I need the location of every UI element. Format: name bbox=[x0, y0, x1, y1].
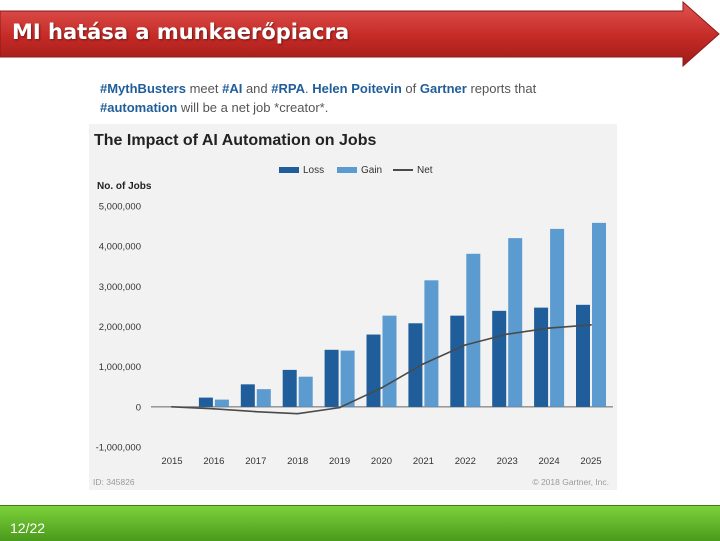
net-point bbox=[380, 387, 383, 389]
gain-bar bbox=[214, 399, 229, 407]
y-tick-label: -1,000,000 bbox=[96, 443, 141, 454]
banner-arrow-shape bbox=[0, 0, 720, 68]
y-tick-label: 5,000,000 bbox=[99, 202, 141, 213]
y-tick-label: 0 bbox=[136, 402, 141, 413]
gain-bar bbox=[424, 280, 439, 407]
y-axis-label: No. of Jobs bbox=[97, 181, 152, 192]
tweet-highlight: #automation bbox=[100, 100, 178, 115]
tweet-highlight: #AI bbox=[222, 81, 243, 96]
gain-bar bbox=[298, 376, 313, 407]
net-point bbox=[506, 333, 509, 336]
net-point bbox=[254, 410, 257, 413]
tweet-line-2: #automation will be a net job *creator*. bbox=[100, 98, 620, 117]
gain-bar bbox=[256, 389, 271, 407]
net-point bbox=[171, 405, 173, 408]
y-tick-label: 3,000,000 bbox=[99, 282, 141, 293]
tweet-text-segment: of bbox=[401, 81, 420, 96]
loss-bar bbox=[282, 369, 297, 407]
gain-bar bbox=[508, 238, 523, 407]
y-tick-label: 4,000,000 bbox=[99, 242, 141, 253]
legend-label: Net bbox=[417, 165, 433, 176]
net-point bbox=[296, 412, 299, 415]
x-tick-label: 2017 bbox=[245, 456, 266, 467]
net-point bbox=[422, 362, 425, 365]
loss-bar bbox=[576, 304, 590, 407]
loss-bar bbox=[450, 315, 465, 407]
loss-bar bbox=[492, 310, 507, 407]
gain-bar bbox=[592, 222, 606, 407]
tweet-highlight: Helen Poitevin bbox=[312, 81, 402, 96]
y-tick-label: 1,000,000 bbox=[99, 362, 141, 373]
tweet-text-segment: . bbox=[304, 81, 313, 96]
title-banner: MI hatása a munkaerőpiacra bbox=[0, 0, 720, 70]
chart-id-footnote: ID: 345826 bbox=[93, 477, 135, 487]
gain-bar bbox=[340, 350, 355, 407]
slide-title: MI hatása a munkaerőpiacra bbox=[12, 20, 350, 44]
x-tick-label: 2023 bbox=[497, 456, 518, 467]
chart-copyright-footnote: © 2018 Gartner, Inc. bbox=[532, 477, 609, 487]
x-tick-label: 2022 bbox=[455, 456, 476, 467]
legend-swatch-loss bbox=[279, 167, 299, 173]
tweet-text-segment: meet bbox=[185, 81, 223, 96]
loss-bar bbox=[198, 397, 213, 407]
x-tick-label: 2018 bbox=[287, 456, 308, 467]
net-point bbox=[338, 406, 341, 409]
y-tick-label: 2,000,000 bbox=[99, 322, 141, 333]
x-tick-label: 2019 bbox=[329, 456, 350, 467]
x-tick-label: 2025 bbox=[580, 456, 601, 467]
x-tick-label: 2015 bbox=[161, 456, 182, 467]
tweet-highlight: #RPA bbox=[271, 81, 305, 96]
chart-image: The Impact of AI Automation on Jobs No. … bbox=[89, 124, 617, 490]
loss-bar bbox=[534, 307, 549, 407]
legend-label: Gain bbox=[361, 165, 382, 176]
loss-bar bbox=[240, 384, 255, 407]
loss-bar bbox=[324, 349, 339, 407]
gain-bar bbox=[550, 228, 565, 407]
net-line bbox=[171, 324, 592, 415]
chart-title: The Impact of AI Automation on Jobs bbox=[94, 132, 377, 149]
net-point bbox=[464, 344, 467, 346]
tweet-text-segment: reports that bbox=[466, 81, 537, 96]
loss-bar bbox=[366, 334, 381, 407]
x-tick-label: 2024 bbox=[539, 456, 560, 467]
loss-bar bbox=[408, 323, 423, 407]
x-tick-label: 2016 bbox=[203, 456, 224, 467]
jobs-impact-chart: No. of Jobs 5,000,000 4,000,000 3,000,000 2,… bbox=[93, 165, 613, 487]
footer-bar: 12/22 bbox=[0, 505, 720, 541]
tweet-line-1: #MythBusters meet #AI and #RPA. Helen Po… bbox=[100, 79, 620, 98]
legend-swatch-gain bbox=[337, 167, 357, 173]
page-number: 12/22 bbox=[10, 520, 46, 536]
tweet-highlight: Gartner bbox=[419, 81, 467, 96]
tweet-text-segment: will be a net job *creator*. bbox=[177, 100, 329, 115]
tweet-text: #MythBusters meet #AI and #RPA. Helen Po… bbox=[100, 79, 620, 117]
x-tick-label: 2021 bbox=[413, 456, 434, 467]
tweet-text-segment: and bbox=[242, 81, 272, 96]
tweet-highlight: #MythBusters bbox=[100, 81, 186, 96]
x-tick-label: 2020 bbox=[371, 456, 392, 467]
gain-bar bbox=[382, 315, 397, 407]
net-point bbox=[548, 327, 550, 330]
gain-bar bbox=[466, 253, 481, 407]
legend-label: Loss bbox=[303, 165, 324, 176]
net-point bbox=[213, 407, 215, 410]
net-point bbox=[590, 323, 592, 326]
